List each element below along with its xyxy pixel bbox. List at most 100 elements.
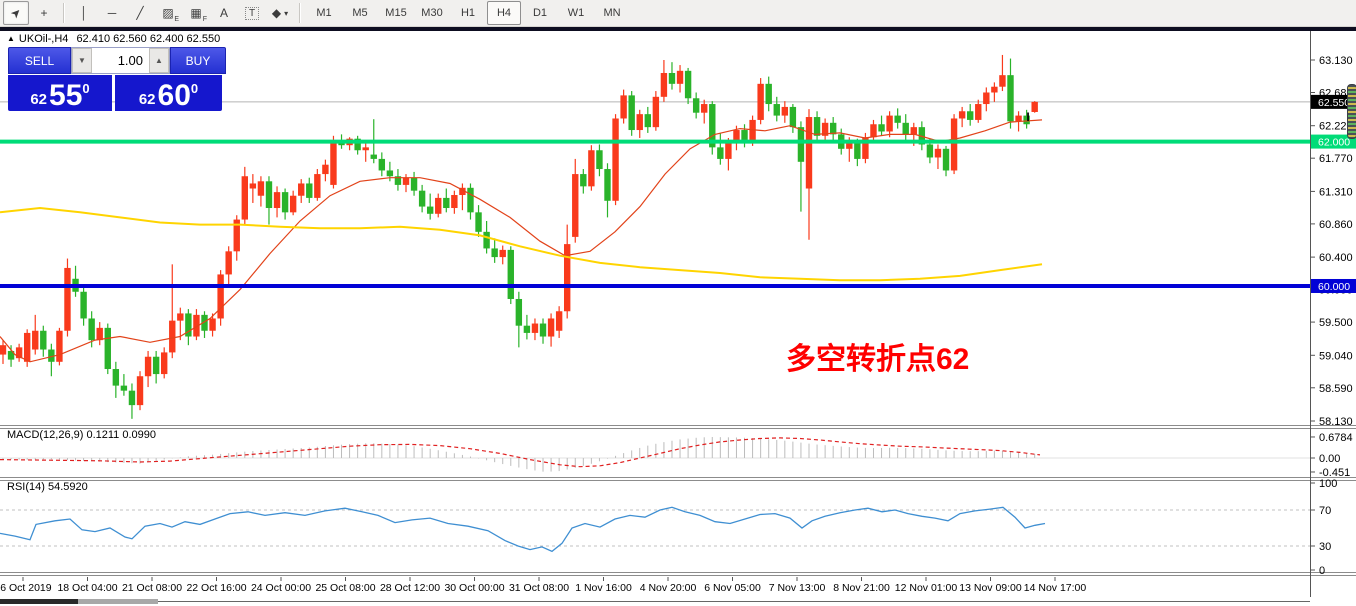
bull-candle[interactable] — [233, 219, 240, 252]
collapse-icon[interactable]: ▲ — [7, 34, 15, 43]
bull-candle[interactable] — [298, 183, 305, 196]
bull-candle[interactable] — [652, 96, 660, 128]
fibonacci-tool[interactable]: ▦ F — [183, 1, 209, 25]
bull-candle[interactable] — [15, 347, 23, 359]
bear-candle[interactable] — [902, 122, 909, 135]
bull-candle[interactable] — [846, 143, 853, 149]
bull-candle[interactable] — [975, 104, 982, 120]
bear-candle[interactable] — [523, 325, 531, 333]
bear-candle[interactable] — [394, 176, 402, 185]
bear-candle[interactable] — [426, 206, 434, 214]
bear-candle[interactable] — [128, 390, 136, 406]
bear-candle[interactable] — [765, 83, 772, 105]
text-tool[interactable]: A — [211, 1, 237, 25]
bull-candle[interactable] — [273, 192, 281, 209]
bull-candle[interactable] — [217, 274, 224, 319]
bear-candle[interactable] — [967, 111, 974, 120]
bull-candle[interactable] — [435, 197, 442, 214]
bear-candle[interactable] — [539, 323, 547, 337]
trendline-tool[interactable]: ╱ — [127, 1, 153, 25]
bull-candle[interactable] — [225, 251, 232, 275]
bear-candle[interactable] — [789, 106, 797, 128]
equidistant-channel-tool[interactable]: ▨ E — [155, 1, 181, 25]
timeframe-m15[interactable]: M15 — [385, 7, 407, 19]
bear-candle[interactable] — [507, 249, 514, 299]
bull-candle[interactable] — [177, 313, 184, 321]
horizontal-line-tool[interactable]: ─ — [99, 1, 125, 25]
bear-candle[interactable] — [306, 183, 313, 198]
bull-candle[interactable] — [983, 92, 990, 105]
bear-candle[interactable] — [120, 385, 128, 391]
bull-candle[interactable] — [701, 104, 708, 113]
bull-candle[interactable] — [330, 140, 337, 185]
bull-candle[interactable] — [958, 111, 966, 119]
bull-candle[interactable] — [289, 195, 297, 213]
crosshair-tool[interactable]: + — [31, 1, 57, 25]
h-scrollbar-range[interactable] — [0, 599, 78, 604]
bear-candle[interactable] — [185, 313, 192, 337]
bear-candle[interactable] — [684, 70, 692, 99]
bull-candle[interactable] — [870, 124, 877, 138]
bear-candle[interactable] — [926, 144, 934, 158]
bear-candle[interactable] — [596, 150, 603, 170]
bull-candle[interactable] — [862, 137, 869, 159]
bear-candle[interactable] — [1023, 115, 1030, 125]
bull-candle[interactable] — [56, 330, 63, 362]
bull-candle[interactable] — [934, 148, 942, 158]
bull-candle[interactable] — [733, 130, 740, 144]
bear-candle[interactable] — [80, 291, 87, 319]
bear-candle[interactable] — [773, 104, 780, 116]
bear-candle[interactable] — [515, 298, 523, 326]
timeframe-m30[interactable]: M30 — [421, 7, 443, 19]
bull-candle[interactable] — [161, 352, 168, 375]
bear-candle[interactable] — [370, 154, 377, 159]
bull-candle[interactable] — [459, 187, 466, 196]
bull-candle[interactable] — [588, 150, 595, 187]
bear-candle[interactable] — [386, 170, 394, 177]
bull-candle[interactable] — [144, 356, 152, 377]
bull-candle[interactable] — [757, 83, 764, 120]
bull-candle[interactable] — [96, 327, 103, 341]
bull-candle[interactable] — [676, 70, 684, 84]
bull-candle[interactable] — [0, 345, 7, 355]
bear-candle[interactable] — [692, 98, 700, 113]
sell-price[interactable]: 62 55 0 — [8, 75, 112, 111]
bull-candle[interactable] — [660, 72, 668, 97]
volume-down-icon[interactable]: ▼ — [72, 48, 92, 73]
bull-candle[interactable] — [950, 118, 958, 171]
timeframe-w1[interactable]: W1 — [567, 7, 585, 19]
bear-candle[interactable] — [894, 115, 901, 123]
bull-candle[interactable] — [193, 314, 200, 337]
bear-candle[interactable] — [104, 327, 111, 370]
bear-candle[interactable] — [604, 169, 611, 201]
bull-candle[interactable] — [555, 311, 563, 331]
bull-candle[interactable] — [451, 195, 458, 209]
bear-candle[interactable] — [797, 127, 805, 162]
bull-candle[interactable] — [209, 318, 216, 331]
bear-candle[interactable] — [201, 314, 208, 331]
bull-candle[interactable] — [749, 119, 756, 142]
bear-candle[interactable] — [265, 181, 273, 209]
timeframe-m1[interactable]: M1 — [316, 7, 332, 19]
bull-candle[interactable] — [64, 267, 71, 331]
volume-up-icon[interactable]: ▲ — [149, 48, 169, 73]
bull-candle[interactable] — [886, 115, 893, 132]
bull-candle[interactable] — [547, 318, 555, 337]
bear-candle[interactable] — [354, 138, 361, 151]
bear-candle[interactable] — [112, 369, 120, 386]
bull-candle[interactable] — [257, 181, 265, 196]
bear-candle[interactable] — [491, 248, 498, 258]
timeframe-d1[interactable]: D1 — [532, 7, 548, 19]
bull-candle[interactable] — [612, 118, 619, 201]
bear-candle[interactable] — [741, 130, 748, 142]
bull-candle[interactable] — [499, 249, 506, 258]
bear-candle[interactable] — [813, 117, 821, 136]
label-tool[interactable]: T — [239, 1, 265, 25]
bear-candle[interactable] — [281, 192, 289, 213]
bull-candle[interactable] — [572, 174, 579, 237]
bear-candle[interactable] — [668, 72, 676, 84]
bear-candle[interactable] — [1007, 75, 1014, 122]
bull-candle[interactable] — [241, 176, 248, 220]
bear-candle[interactable] — [418, 190, 426, 207]
